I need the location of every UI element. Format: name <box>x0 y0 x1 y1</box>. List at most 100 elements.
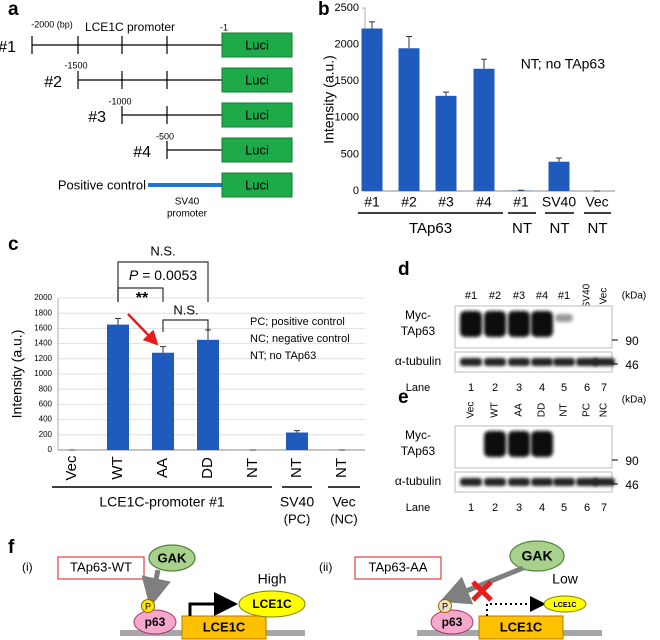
kinase-label: GAK <box>158 550 188 565</box>
group-label: LCE1C-promoter #1 <box>99 494 224 510</box>
x-tick-label: #3 <box>438 194 454 210</box>
error-bar <box>160 346 166 353</box>
kinase-label: GAK <box>521 548 552 564</box>
reporter-label: Luci <box>245 177 269 192</box>
lane-number: 5 <box>561 502 567 514</box>
y-tick-label: 1600 <box>34 324 52 333</box>
y-tick-label: 2000 <box>335 39 359 51</box>
band <box>484 478 506 486</box>
lane-header: #3 <box>513 290 525 302</box>
x-tick-label: NT <box>244 458 261 478</box>
group-label: Vec <box>332 494 355 510</box>
band <box>531 478 553 486</box>
panel-letter: f <box>8 537 15 558</box>
y-tick-label: 2000 <box>34 293 52 302</box>
y-tick-label: 1500 <box>335 75 359 87</box>
expression-level: High <box>258 571 287 587</box>
panel-letter: b <box>318 0 330 20</box>
group-label: SV40 <box>280 494 314 510</box>
lane-header: SV40 <box>582 283 593 308</box>
size-marker: 46 <box>625 358 639 372</box>
band <box>508 431 530 457</box>
p-text: = 0.0053 <box>142 267 197 283</box>
band <box>553 478 575 486</box>
band <box>576 478 598 486</box>
lane-header: DD <box>537 403 548 417</box>
band <box>460 478 482 486</box>
product <box>543 595 587 613</box>
x-tick-label: #1 <box>364 194 380 210</box>
panel-letter: e <box>398 387 409 408</box>
y-tick-label: 0 <box>353 185 359 197</box>
lane-header: Vec <box>599 288 610 305</box>
lane-header: #1 <box>558 290 570 302</box>
band <box>593 478 615 486</box>
band <box>508 311 530 337</box>
legend-note: NT; no TAp63 <box>250 350 316 362</box>
control-promoter: SV40 <box>175 197 200 208</box>
blot-label: α-tubulin <box>395 474 441 488</box>
y-tick-label: 1800 <box>34 308 52 317</box>
title-box <box>354 556 442 580</box>
x-tick-label: #4 <box>476 194 492 210</box>
band <box>484 431 506 457</box>
product-label: LCE1C <box>554 602 577 609</box>
y-tick-label: 800 <box>39 384 53 393</box>
lane-header: #2 <box>489 290 501 302</box>
promoter-title: LCE1C promoter <box>85 20 175 34</box>
lane-number: 1 <box>468 382 474 394</box>
construct-position: -1000 <box>108 96 131 106</box>
error-bar <box>115 318 121 325</box>
lane-header: NC <box>599 403 610 417</box>
x-tick-label: WT <box>109 456 126 479</box>
product-label: LCE1C <box>252 597 292 611</box>
gene-label: LCE1C <box>203 619 246 634</box>
significance: N.S. <box>173 302 198 317</box>
blot-label: α-tubulin <box>395 354 441 368</box>
gene-box <box>478 615 564 640</box>
group-sublabel: (PC) <box>284 511 311 526</box>
size-marker: 90 <box>625 334 639 348</box>
bar <box>197 339 219 450</box>
y-tick-label: 1000 <box>34 369 52 378</box>
x-tick-label: SV40 <box>542 194 576 210</box>
bracket <box>117 287 164 302</box>
kinase <box>148 544 196 572</box>
phospho-label: P <box>145 601 151 611</box>
expression-level: Low <box>552 571 579 587</box>
kinase-arrow <box>439 565 524 605</box>
construct-position: -1500 <box>64 60 87 70</box>
transcription-arrow <box>486 596 546 616</box>
end-label: -1 <box>220 22 228 32</box>
band <box>508 358 530 366</box>
lane-header: NT <box>559 403 570 416</box>
construct-position: -500 <box>156 131 174 141</box>
p63 <box>133 609 177 635</box>
panel-letter: d <box>398 259 410 280</box>
x-tick-label: AA <box>154 458 171 478</box>
error-bar <box>294 430 300 433</box>
construct-name: #4 <box>133 144 151 161</box>
reporter-label: Luci <box>245 72 269 87</box>
control-promoter: promoter <box>167 209 208 220</box>
error-bar <box>481 58 487 69</box>
product <box>238 590 306 618</box>
x-tick-label: #2 <box>401 194 417 210</box>
reporter-box <box>221 102 293 128</box>
bar <box>286 432 308 450</box>
group-sublabel: (NC) <box>330 511 357 526</box>
x-tick-label: NT <box>333 458 350 478</box>
y-tick-label: 200 <box>39 430 53 439</box>
construct-name: #1 <box>0 39 16 56</box>
bar <box>398 48 420 192</box>
band <box>460 358 482 366</box>
lane-number: 4 <box>539 382 545 394</box>
lane-title: Lane <box>406 382 430 394</box>
panel-letter: c <box>8 234 19 255</box>
y-tick-label: 400 <box>39 415 53 424</box>
reporter-label: Luci <box>245 107 269 122</box>
error-bar <box>369 21 375 29</box>
p63-label: p63 <box>145 615 166 629</box>
